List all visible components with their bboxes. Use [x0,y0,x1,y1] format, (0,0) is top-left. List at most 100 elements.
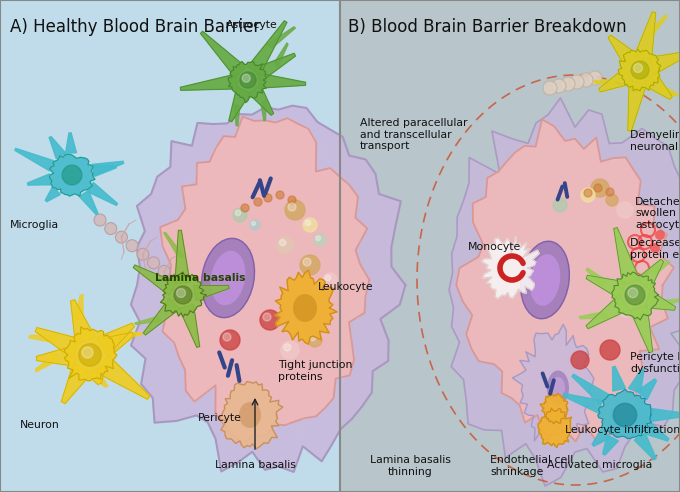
Polygon shape [27,174,52,185]
Polygon shape [194,285,229,300]
Circle shape [250,220,260,230]
Polygon shape [46,186,61,202]
Polygon shape [15,149,54,171]
Text: Pericyte: Pericyte [198,413,242,423]
Circle shape [158,265,170,277]
Bar [0,20,340,25]
Text: A) Healthy Blood Brain Barrier: A) Healthy Blood Brain Barrier [10,18,260,36]
Ellipse shape [530,254,560,306]
Polygon shape [175,230,190,283]
Polygon shape [275,270,337,344]
Bar [0,0,340,492]
Ellipse shape [521,241,569,319]
Polygon shape [92,166,116,176]
Circle shape [553,198,567,212]
Polygon shape [449,98,680,486]
Polygon shape [65,133,76,154]
Bar [0,50,340,55]
Polygon shape [96,355,150,400]
Polygon shape [645,15,668,36]
Polygon shape [131,106,405,472]
Circle shape [285,200,305,220]
Polygon shape [592,428,611,446]
Circle shape [617,202,633,218]
Polygon shape [608,35,639,67]
Bar [0,15,340,20]
Text: Lamina basalis: Lamina basalis [155,273,245,283]
Text: Lamina basalis: Lamina basalis [215,460,295,470]
Circle shape [310,335,316,340]
Polygon shape [64,327,117,381]
Polygon shape [248,21,287,75]
Polygon shape [636,259,664,290]
Polygon shape [164,233,184,257]
Circle shape [281,341,299,359]
Circle shape [613,403,636,427]
Polygon shape [160,272,206,317]
Circle shape [571,351,589,369]
Polygon shape [180,74,238,91]
Circle shape [323,273,337,287]
Circle shape [606,188,614,196]
Ellipse shape [551,377,565,399]
Text: B) Blood Brain Barrier Breakdown: B) Blood Brain Barrier Breakdown [348,18,627,36]
Polygon shape [61,363,92,403]
Circle shape [254,198,262,206]
Polygon shape [201,31,246,78]
Circle shape [276,191,284,199]
Circle shape [600,340,620,360]
Circle shape [288,196,296,204]
Ellipse shape [634,63,643,72]
Ellipse shape [177,288,186,298]
Polygon shape [563,394,602,413]
Bar [0,80,340,85]
Circle shape [220,330,240,350]
Circle shape [300,255,320,275]
Text: Pericyte loss and
dysfunction: Pericyte loss and dysfunction [630,352,680,373]
Text: Demyelination and
neuronal damage: Demyelination and neuronal damage [630,130,680,152]
Bar [0,90,340,95]
Polygon shape [35,353,56,372]
Polygon shape [643,71,673,99]
Bar [0,40,340,45]
Text: Leukocyte: Leukocyte [318,282,373,292]
Polygon shape [29,335,58,343]
Circle shape [552,79,566,93]
Polygon shape [613,367,626,391]
Circle shape [241,204,249,212]
Bar [0,95,340,100]
Polygon shape [87,183,118,205]
Circle shape [655,230,665,240]
Circle shape [126,240,138,252]
Polygon shape [513,324,594,441]
Circle shape [570,75,584,89]
Text: Monocyte: Monocyte [468,242,522,252]
Ellipse shape [628,288,638,298]
Polygon shape [598,389,651,439]
Circle shape [116,231,127,243]
Text: Activated microglia: Activated microglia [547,460,653,470]
Polygon shape [258,73,305,88]
Circle shape [264,194,272,202]
Polygon shape [49,136,66,159]
Text: Astrocyte: Astrocyte [226,20,278,30]
Bar [0,5,340,10]
Polygon shape [80,190,98,215]
Polygon shape [71,300,95,344]
Polygon shape [228,62,267,103]
Polygon shape [651,408,680,422]
Circle shape [105,222,117,235]
Polygon shape [160,117,369,443]
Bar [0,25,340,30]
Circle shape [284,344,291,351]
Polygon shape [612,272,659,320]
Polygon shape [456,120,674,444]
Text: Leukocyte infiltration: Leukocyte infiltration [565,425,680,435]
Polygon shape [97,323,135,355]
Polygon shape [628,369,644,393]
Bar [0,35,340,40]
Circle shape [94,214,106,226]
Circle shape [233,208,247,222]
Circle shape [260,310,280,330]
Polygon shape [579,312,607,319]
